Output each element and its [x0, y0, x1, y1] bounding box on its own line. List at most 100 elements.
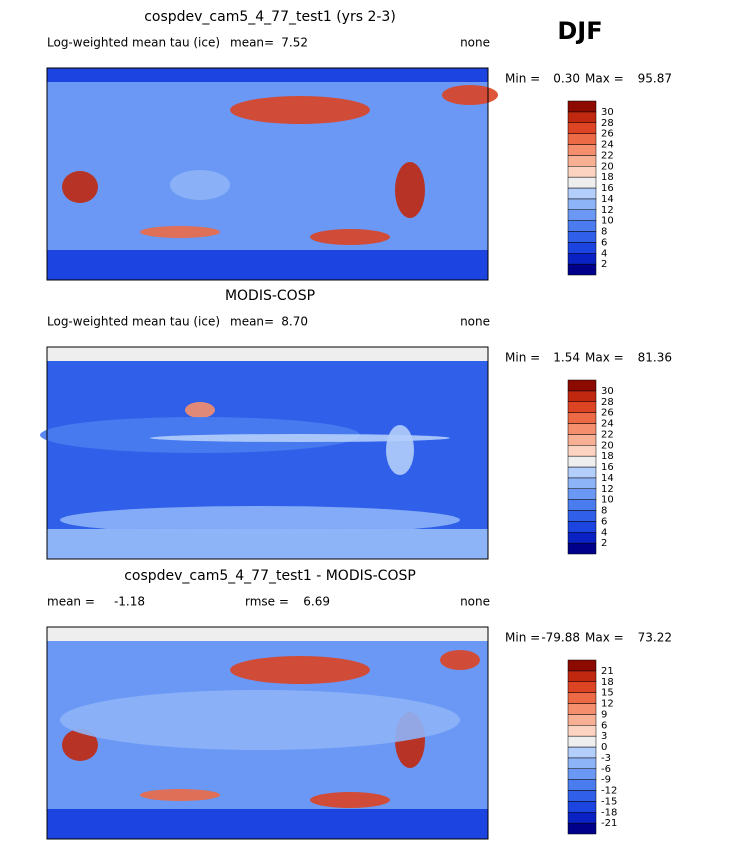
colorbar-label: 22 — [601, 150, 614, 161]
colorbar-label: 2 — [601, 538, 607, 549]
map-feature — [310, 792, 390, 808]
panel-title: MODIS-COSP — [225, 288, 315, 304]
colorbar-label: 12 — [601, 699, 614, 710]
min-value: 1.54 — [553, 351, 580, 365]
max-label: Max = — [585, 631, 624, 645]
colorbar-label: 15 — [601, 688, 614, 699]
colorbar-box — [567, 812, 597, 824]
colorbar-label: 8 — [601, 227, 607, 238]
colorbar-box — [567, 242, 597, 254]
colorbar-box — [567, 263, 597, 276]
colorbar-label: -6 — [601, 764, 611, 775]
map-south-band — [47, 809, 488, 839]
colorbar-label: 12 — [601, 484, 614, 495]
max-value: 81.36 — [638, 351, 672, 365]
colorbar-label: 9 — [601, 709, 607, 720]
map-feature — [140, 226, 220, 238]
colorbar-box — [567, 187, 597, 200]
colorbar-box — [567, 231, 597, 243]
map-north-band — [47, 68, 488, 82]
colorbar-box — [567, 198, 597, 210]
colorbar-box — [567, 768, 597, 780]
colorbar-box — [567, 122, 597, 134]
colorbar-label: 3 — [601, 731, 607, 742]
colorbar-box — [567, 434, 597, 446]
min-label: Min = — [505, 631, 540, 645]
colorbar-label: 14 — [601, 473, 614, 484]
colorbar-box — [567, 735, 597, 748]
map-frame — [46, 626, 489, 840]
map-feature — [140, 789, 220, 801]
colorbar-box — [567, 412, 597, 424]
colorbar-box — [567, 176, 597, 189]
colorbar-label: -3 — [601, 753, 611, 764]
max-label: Max = — [585, 72, 624, 86]
mean-value: 7.52 — [281, 36, 308, 50]
colorbar-label: 14 — [601, 194, 614, 205]
colorbar-box — [567, 166, 597, 178]
colorbar-box — [567, 423, 597, 435]
max-value: 73.22 — [638, 631, 672, 645]
colorbar-label: 6 — [601, 720, 607, 731]
map-feature — [442, 85, 498, 105]
colorbar-box — [567, 659, 597, 672]
map-north-band — [47, 347, 488, 361]
colorbar-box — [567, 757, 597, 769]
map-feature — [60, 690, 460, 750]
colorbar-label: -18 — [601, 807, 617, 818]
colorbar-box — [567, 790, 597, 802]
map-feature — [395, 162, 425, 218]
colorbar-label: 16 — [601, 462, 614, 473]
colorbar-box — [567, 155, 597, 167]
colorbar-box — [567, 703, 597, 715]
max-label: Max = — [585, 351, 624, 365]
colorbar-label: 6 — [601, 516, 607, 527]
min-value: -79.88 — [541, 631, 580, 645]
colorbar-box — [567, 532, 597, 544]
rmse-value: 6.69 — [303, 595, 330, 609]
colorbar-box — [567, 379, 597, 392]
colorbar-label: 2 — [601, 259, 607, 270]
colorbar-label: 16 — [601, 183, 614, 194]
map-north-band — [47, 627, 488, 641]
colorbar-box — [567, 220, 597, 232]
colorbar-label: 8 — [601, 506, 607, 517]
colorbar-box — [567, 725, 597, 737]
mean-value: -1.18 — [114, 595, 145, 609]
map-feature — [170, 170, 230, 200]
colorbar-label: -15 — [601, 796, 617, 807]
colorbar-box — [567, 670, 597, 682]
map-feature — [150, 434, 450, 442]
colorbar-label: 4 — [601, 527, 607, 538]
colorbar-box — [567, 111, 597, 123]
colorbar-label: -9 — [601, 775, 611, 786]
mean-label: mean= — [230, 36, 274, 50]
colorbar-label: 18 — [601, 172, 614, 183]
colorbar-label: -12 — [601, 786, 617, 797]
colorbar-label: 0 — [601, 742, 607, 753]
units-label: none — [460, 315, 490, 329]
map-feature — [230, 656, 370, 684]
colorbar-label: 6 — [601, 237, 607, 248]
colorbar-label: 12 — [601, 205, 614, 216]
colorbar-box — [567, 253, 597, 265]
map-feature — [62, 729, 98, 761]
colorbar-box — [567, 466, 597, 479]
units-label: none — [460, 595, 490, 609]
colorbar-label: 28 — [601, 397, 614, 408]
panel-title: cospdev_cam5_4_77_test1 (yrs 2-3) — [144, 9, 396, 25]
colorbar-label: -21 — [601, 818, 617, 829]
colorbar-label: 24 — [601, 419, 614, 430]
colorbar-box — [567, 390, 597, 402]
colorbar-label: 28 — [601, 118, 614, 129]
season-label: DJF — [557, 17, 602, 45]
colorbar-box — [567, 401, 597, 413]
colorbar-label: 26 — [601, 129, 614, 140]
colorbar-label: 22 — [601, 429, 614, 440]
map-south-band — [47, 529, 488, 559]
map-feature — [60, 506, 460, 534]
colorbar-label: 10 — [601, 216, 614, 227]
colorbar-box — [567, 499, 597, 511]
min-value: 0.30 — [553, 72, 580, 86]
